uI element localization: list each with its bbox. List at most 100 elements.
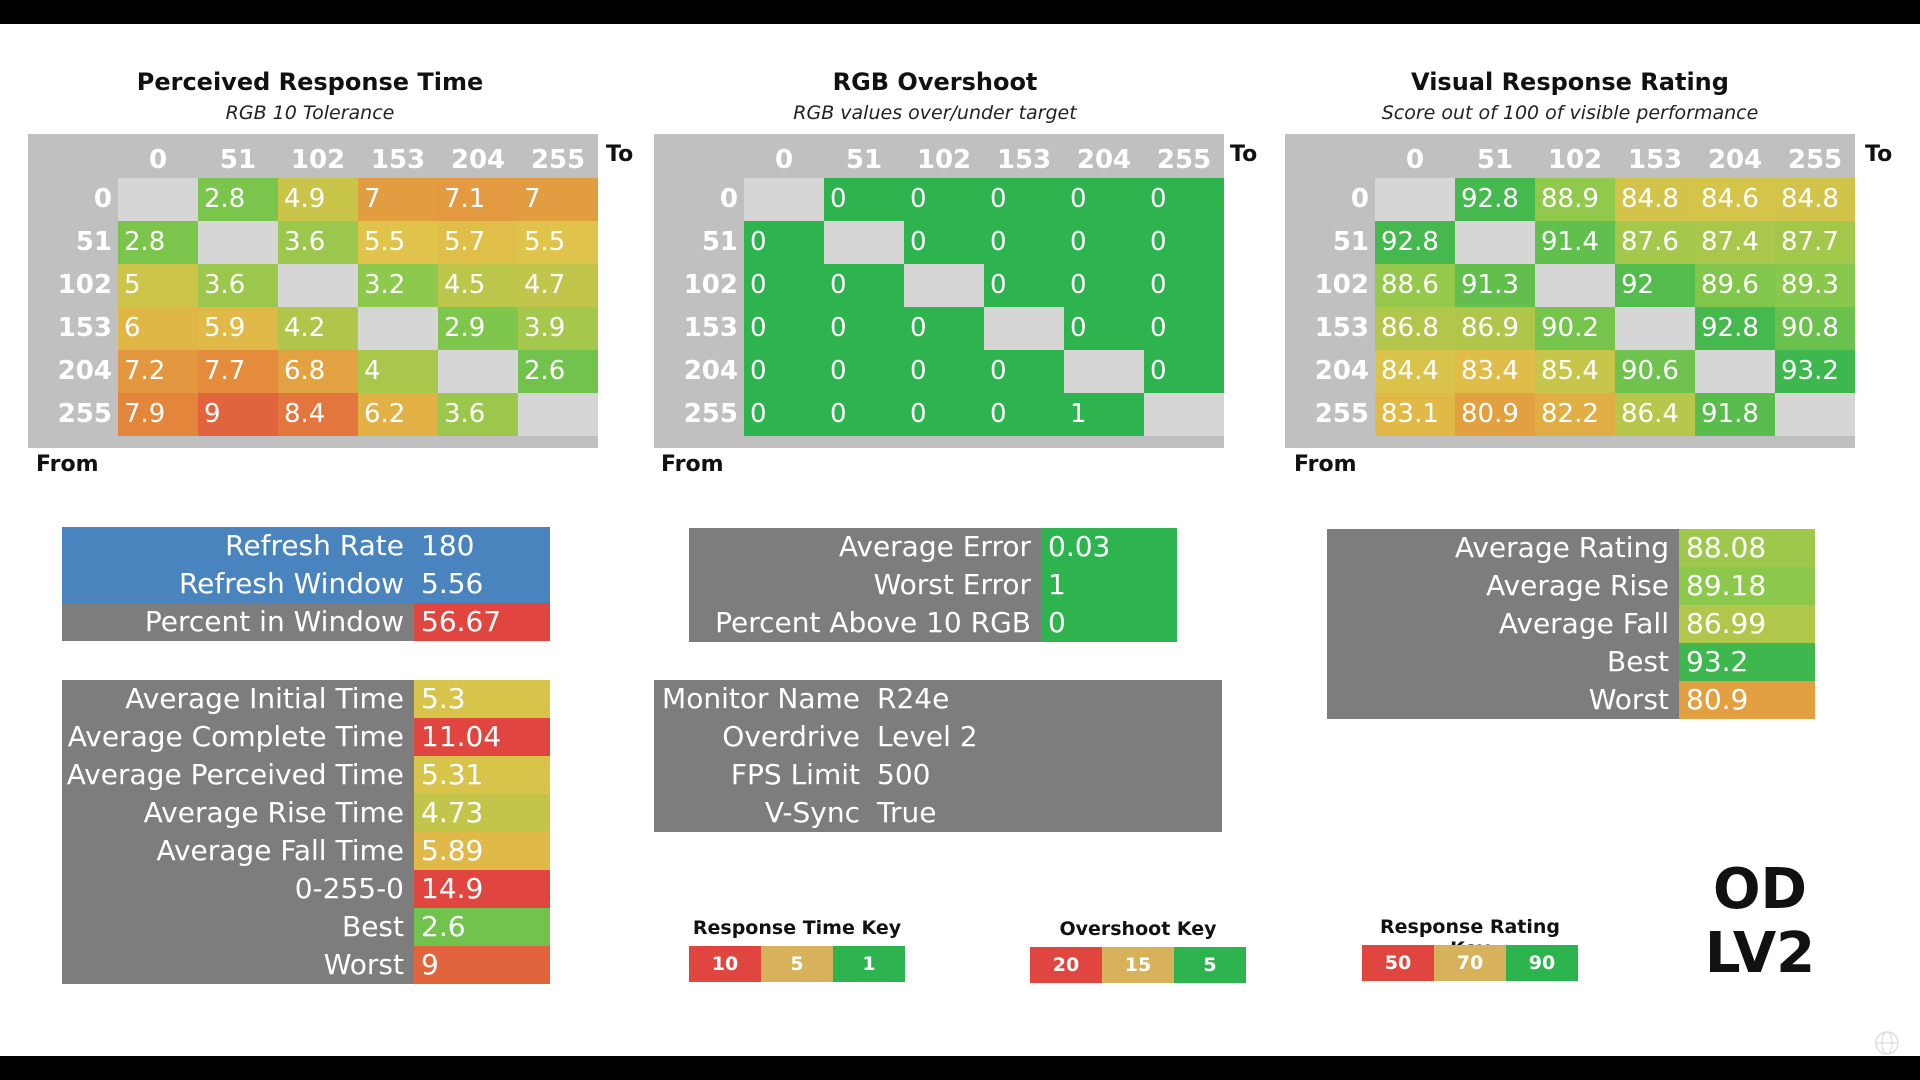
heatmap-cell-51-51 <box>824 221 904 264</box>
key-swatch-15: 15 <box>1102 947 1174 983</box>
heatmap-cell-102-204: 89.6 <box>1695 264 1775 307</box>
stat-value-worst: 9 <box>414 946 550 984</box>
heatmap-cell-102-0: 88.6 <box>1375 264 1455 307</box>
stat-value-0-255-0: 14.9 <box>414 870 550 908</box>
col-header-255: 255 <box>1156 145 1212 175</box>
heatmap-cell-153-102: 0 <box>904 307 984 350</box>
heatmap-cell-255-204: 3.6 <box>438 393 518 436</box>
stat-label-average-rating: Average Rating <box>1327 529 1679 567</box>
stat-value-overdrive: Level 2 <box>870 718 1222 756</box>
heatmap-cell-255-153: 0 <box>984 393 1064 436</box>
from-label-0: From <box>36 452 99 477</box>
row-header-204: 204 <box>683 356 738 386</box>
heatmap-cell-204-153: 0 <box>984 350 1064 393</box>
heatmap-cell-255-0: 0 <box>744 393 824 436</box>
stat-label-average-perceived-time: Average Perceived Time <box>62 756 414 794</box>
heatmap-cell-153-255: 90.8 <box>1775 307 1855 350</box>
stat-value-average-rise-time: 4.73 <box>414 794 550 832</box>
row-header-51: 51 <box>1332 227 1369 257</box>
od-label-line1: OD <box>1712 857 1808 922</box>
heatmap-cell-102-153: 3.2 <box>358 264 438 307</box>
heatmap-cell-255-0: 83.1 <box>1375 393 1455 436</box>
row-header-0: 0 <box>93 184 112 214</box>
heatmap-cell-153-204: 92.8 <box>1695 307 1775 350</box>
key-swatch-10: 10 <box>689 946 761 982</box>
heatmap-cell-153-255: 3.9 <box>518 307 598 350</box>
globe-icon <box>1874 1030 1900 1056</box>
col-header-0: 0 <box>1405 145 1425 175</box>
heatmap-cell-255-51: 0 <box>824 393 904 436</box>
stat-label-overdrive: Overdrive <box>654 718 870 756</box>
from-label-2: From <box>1294 452 1357 477</box>
stat-label-best: Best <box>1327 643 1679 681</box>
stat-value-fps-limit: 500 <box>870 756 1222 794</box>
heatmap-cell-153-51: 0 <box>824 307 904 350</box>
refresh-summary-box: Refresh Rate 180 Refresh Window 5.56 Percent… <box>62 527 550 641</box>
heatmap-cell-255-153: 6.2 <box>358 393 438 436</box>
col-header-204: 204 <box>450 145 506 175</box>
stat-value-average-rise: 89.18 <box>1679 567 1815 605</box>
key-swatch-5: 5 <box>761 946 833 982</box>
heatmap-cell-102-204: 0 <box>1064 264 1144 307</box>
heatmap-cell-102-153: 0 <box>984 264 1064 307</box>
heatmap-cell-0-255: 84.8 <box>1775 178 1855 221</box>
stat-label-fps-limit: FPS Limit <box>654 756 870 794</box>
perceived-response-heatmap: 0 51 102 153 204 255 0 2.8 4.9 7 7.1 7 51 2.8 3.6 5.5 5.… <box>28 134 598 448</box>
key-swatch-1: 1 <box>833 946 905 982</box>
heatmap-cell-51-0: 0 <box>744 221 824 264</box>
col-header-102: 102 <box>290 145 346 175</box>
heatmap-cell-0-204: 7.1 <box>438 178 518 221</box>
heatmap-cell-255-51: 80.9 <box>1455 393 1535 436</box>
heatmap-cell-51-51 <box>198 221 278 264</box>
col-header-204: 204 <box>1076 145 1132 175</box>
heatmap-cell-0-153: 84.8 <box>1615 178 1695 221</box>
results-dashboard: Perceived Response Time RGB 10 Tolerance… <box>0 24 1920 1056</box>
heatmap-cell-51-255: 0 <box>1144 221 1224 264</box>
stat-label-refresh-rate: Refresh Rate <box>62 527 414 565</box>
heatmap-cell-0-51: 0 <box>824 178 904 221</box>
stat-label-average-rise: Average Rise <box>1327 567 1679 605</box>
heatmap-cell-51-255: 5.5 <box>518 221 598 264</box>
response-time-key: 10 5 1 <box>689 946 905 982</box>
od-label-line2: LV2 <box>1704 921 1816 986</box>
response-time-key-title: Response Time Key <box>692 917 902 939</box>
heatmap-cell-51-204: 5.7 <box>438 221 518 264</box>
stat-label-average-initial-time: Average Initial Time <box>62 680 414 718</box>
heatmap-cell-255-102: 0 <box>904 393 984 436</box>
stat-value-average-perceived-time: 5.31 <box>414 756 550 794</box>
stat-value-average-initial-time: 5.3 <box>414 680 550 718</box>
key-swatch-50: 50 <box>1362 945 1434 981</box>
key-swatch-5: 5 <box>1174 947 1246 983</box>
heatmap-cell-204-204 <box>1064 350 1144 393</box>
heatmap-cell-153-153 <box>984 307 1064 350</box>
col-header-153: 153 <box>370 145 426 175</box>
heatmap-cell-204-51: 7.7 <box>198 350 278 393</box>
row-header-255: 255 <box>1314 399 1369 429</box>
col-header-102: 102 <box>916 145 972 175</box>
heatmap-cell-0-51: 2.8 <box>198 178 278 221</box>
heatmap-cell-0-102: 0 <box>904 178 984 221</box>
heatmap-cell-0-51: 92.8 <box>1455 178 1535 221</box>
heatmap-cell-204-204 <box>1695 350 1775 393</box>
heatmap-cell-153-153 <box>358 307 438 350</box>
stat-value-v-sync: True <box>870 794 1222 832</box>
stat-label-average-error: Average Error <box>689 528 1041 566</box>
col-header-204: 204 <box>1707 145 1763 175</box>
heatmap-cell-0-255: 0 <box>1144 178 1224 221</box>
heatmap-cell-255-204: 91.8 <box>1695 393 1775 436</box>
stat-label-average-fall: Average Fall <box>1327 605 1679 643</box>
key-swatch-70: 70 <box>1434 945 1506 981</box>
stat-value-refresh-rate: 180 <box>414 527 550 565</box>
heatmap-cell-255-153: 86.4 <box>1615 393 1695 436</box>
heatmap-cell-255-102: 8.4 <box>278 393 358 436</box>
overshoot-stats-box: Average Error 0.03 Worst Error 1 Percent Abo… <box>689 528 1177 642</box>
heatmap-cell-102-0: 0 <box>744 264 824 307</box>
heatmap-cell-153-102: 4.2 <box>278 307 358 350</box>
heatmap-cell-153-0: 0 <box>744 307 824 350</box>
heatmap-cell-255-51: 9 <box>198 393 278 436</box>
row-header-102: 102 <box>683 270 738 300</box>
heatmap-cell-153-204: 0 <box>1064 307 1144 350</box>
rgb-overshoot-subtitle: RGB values over/under target <box>793 102 1077 124</box>
visual-response-subtitle: Score out of 100 of visible performance <box>1381 102 1759 124</box>
heatmap-cell-204-51: 0 <box>824 350 904 393</box>
